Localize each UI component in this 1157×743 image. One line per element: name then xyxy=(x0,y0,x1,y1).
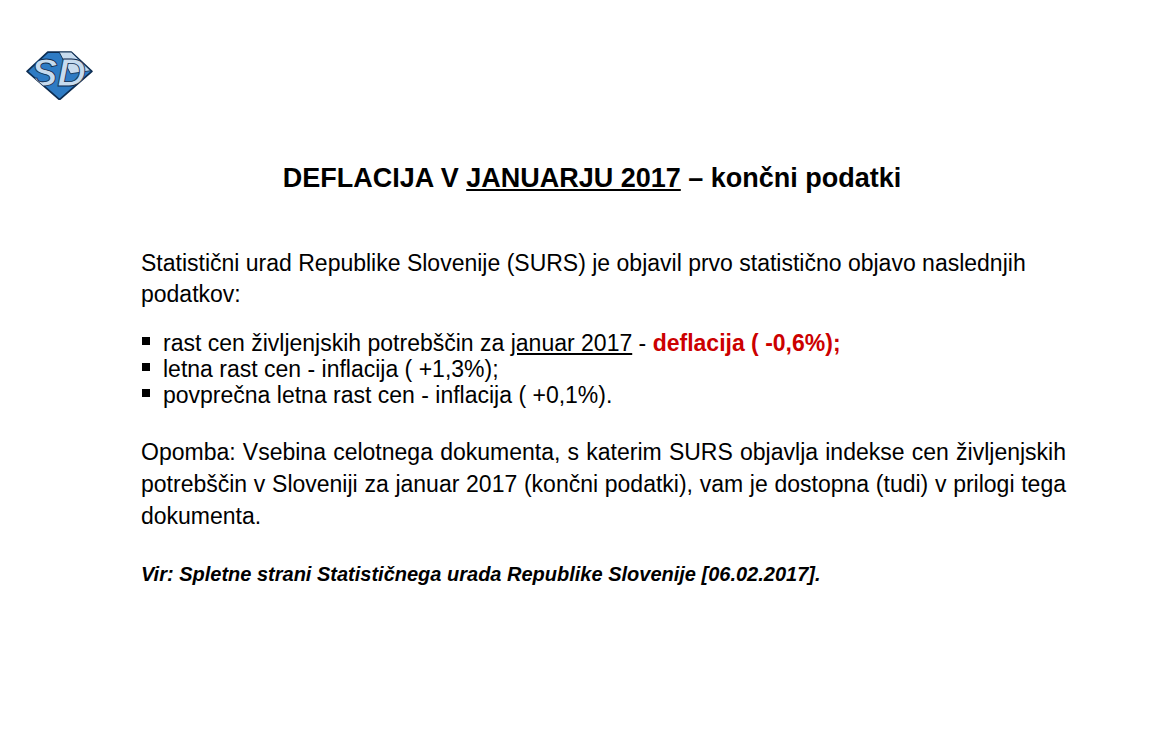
svg-text:SD: SD xyxy=(31,50,86,94)
